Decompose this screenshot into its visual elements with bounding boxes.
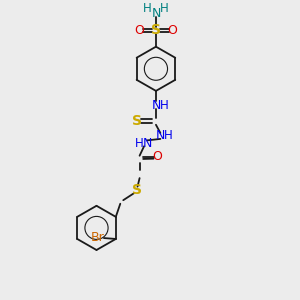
Text: H: H	[160, 2, 169, 16]
Text: N: N	[151, 7, 160, 20]
Text: H: H	[143, 2, 152, 16]
Text: H: H	[160, 98, 169, 112]
Text: O: O	[135, 24, 145, 37]
Text: S: S	[151, 23, 161, 38]
Text: N: N	[151, 98, 160, 112]
Text: Br: Br	[91, 231, 105, 244]
Text: O: O	[167, 24, 177, 37]
Text: H: H	[164, 130, 173, 142]
Text: S: S	[132, 114, 142, 128]
Text: O: O	[152, 150, 162, 163]
Text: N: N	[156, 130, 165, 142]
Text: H: H	[135, 137, 143, 150]
Text: S: S	[132, 184, 142, 197]
Text: N: N	[142, 137, 152, 150]
